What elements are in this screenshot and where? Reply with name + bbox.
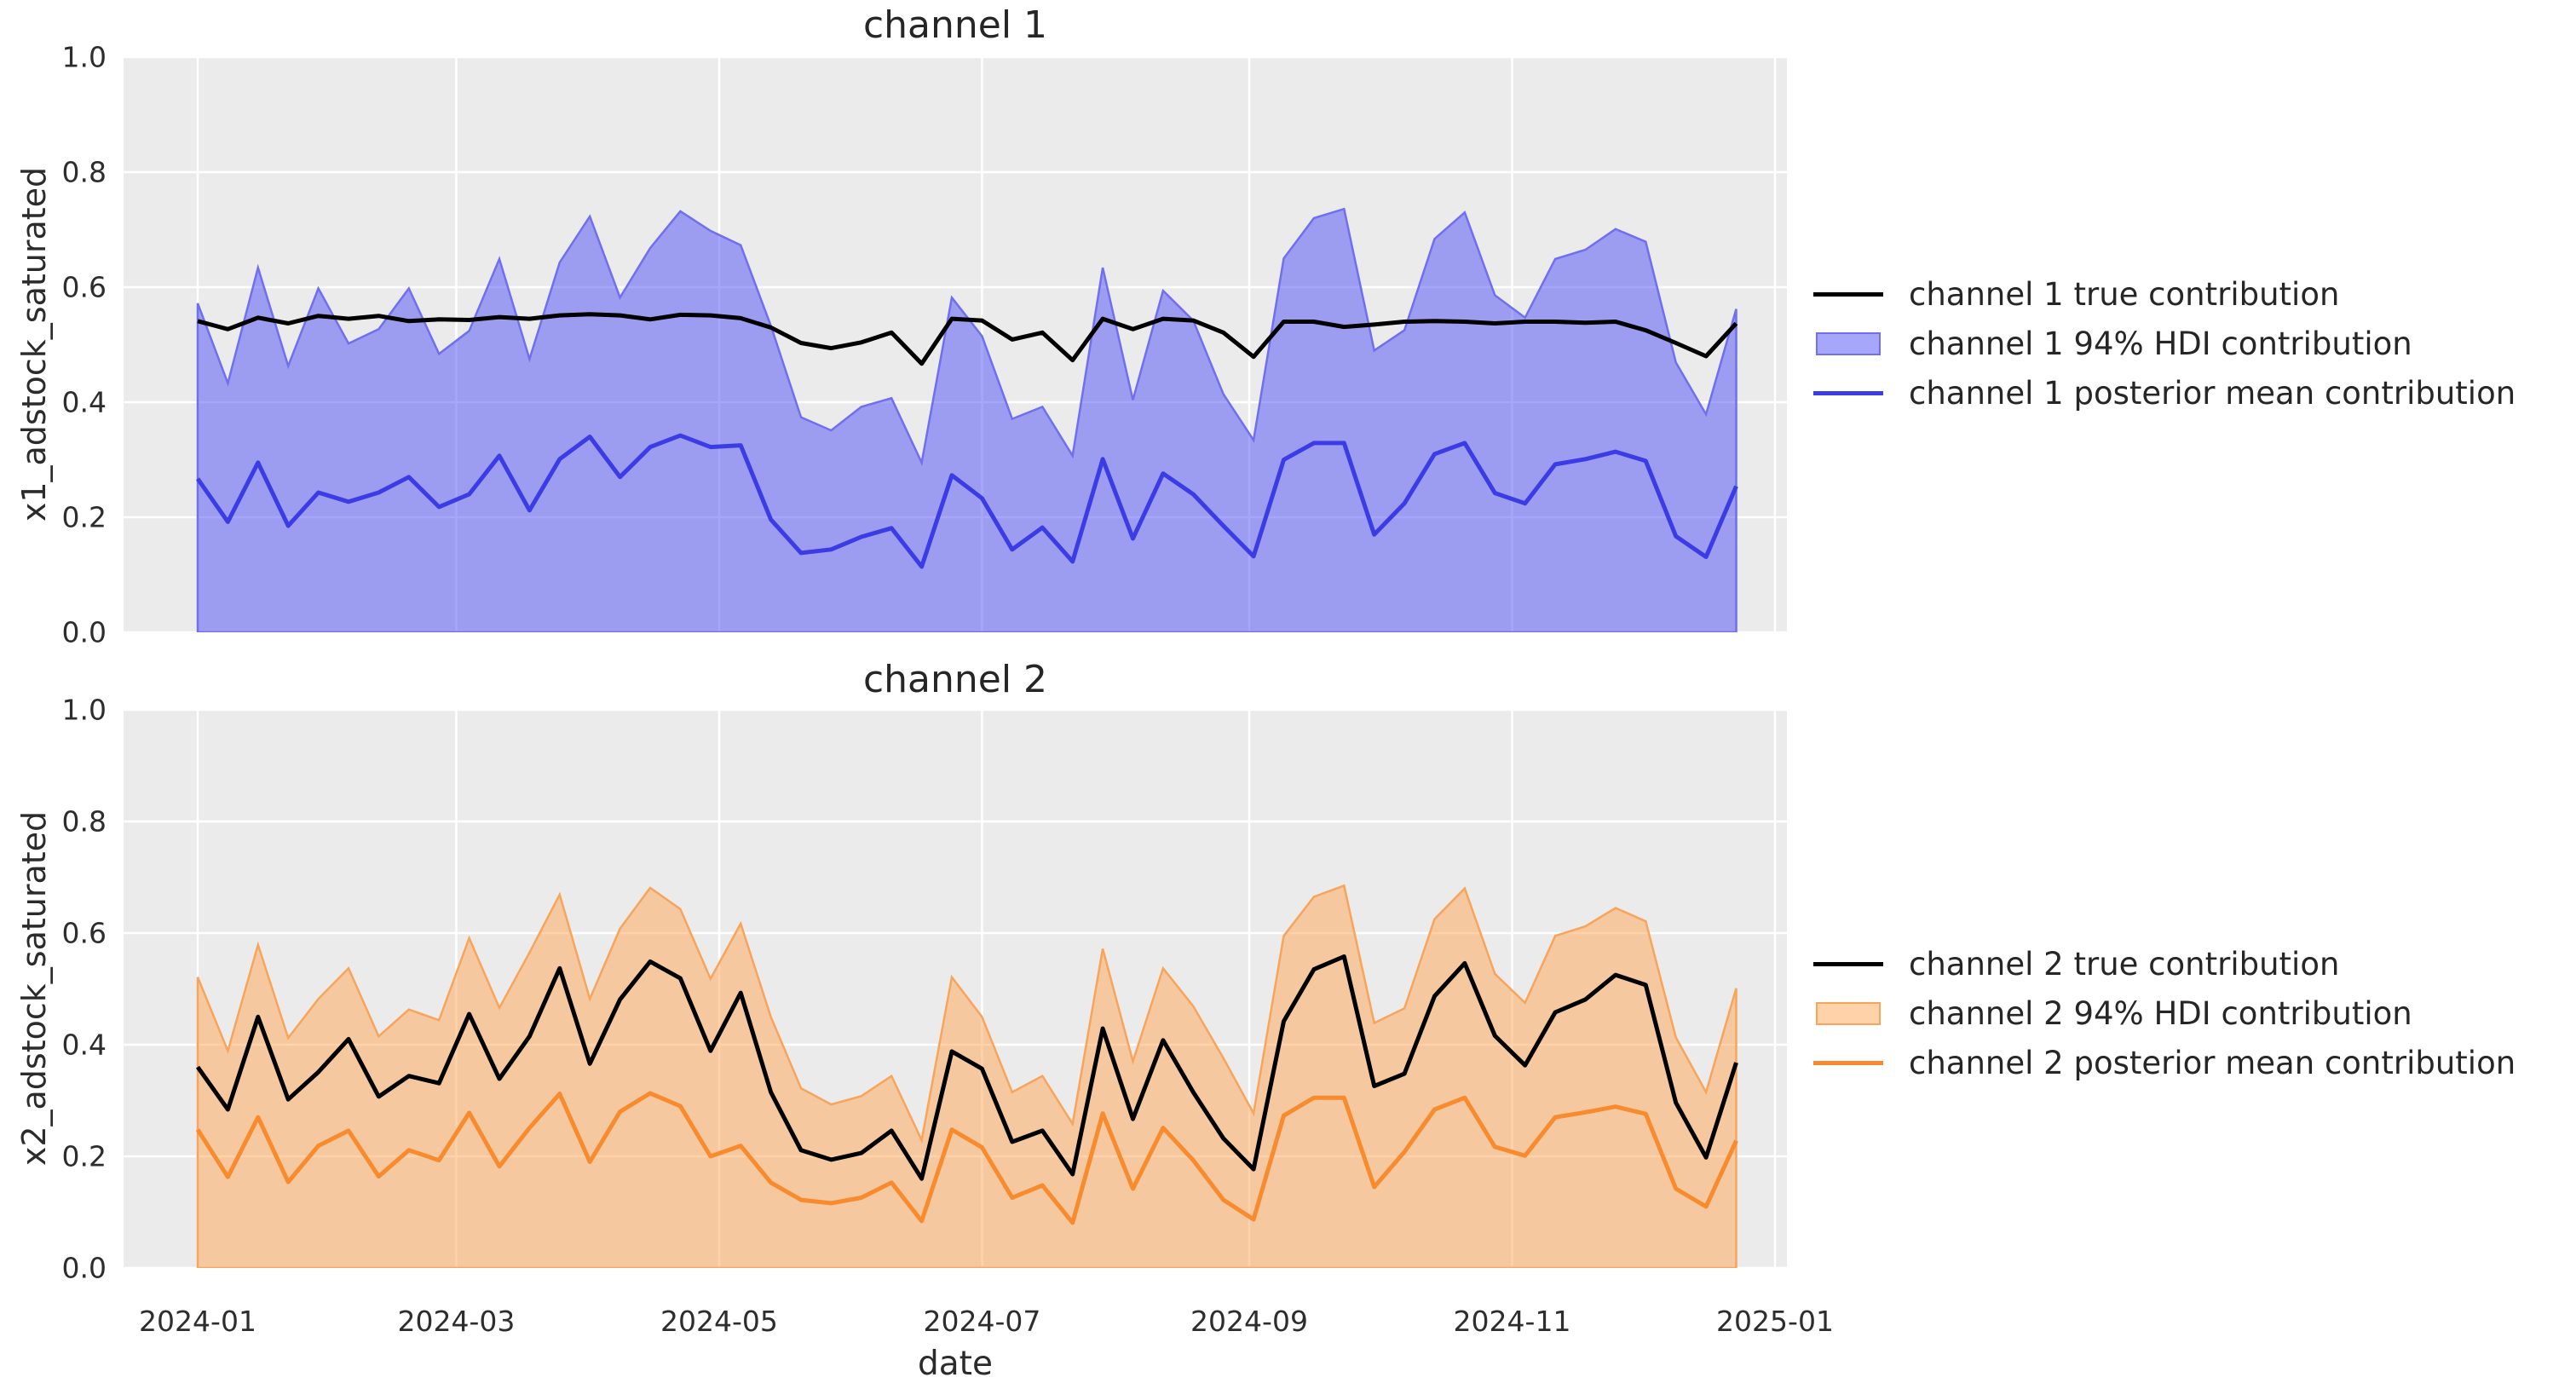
- legend-label: channel 2 94% HDI contribution: [1909, 994, 2412, 1032]
- legend-label: channel 1 true contribution: [1909, 275, 2340, 313]
- blue-line-sample-icon: [1813, 390, 1883, 395]
- legend-item-true: channel 1 true contribution: [1813, 269, 2515, 319]
- x-tick-label: 2024-05: [660, 1305, 778, 1338]
- y-tick-label: 0.2: [61, 1139, 107, 1173]
- legend-label: channel 1 posterior mean contribution: [1909, 374, 2516, 412]
- hdi-patch-sample-icon: [1813, 1001, 1883, 1025]
- y-tick-label: 1.0: [61, 693, 107, 727]
- legend-item-hdi: channel 1 94% HDI contribution: [1813, 319, 2515, 368]
- y-tick-label: 0.0: [61, 1251, 107, 1285]
- y-tick-label: 0.6: [61, 270, 107, 304]
- orange-line-sample-icon: [1813, 1060, 1883, 1065]
- x-tick-label: 2025-01: [1716, 1305, 1834, 1338]
- y-tick-label: 0.0: [61, 615, 107, 649]
- legend-label: channel 2 posterior mean contribution: [1909, 1044, 2516, 1081]
- legend-item-true: channel 2 true contribution: [1813, 939, 2515, 988]
- legend-item-posterior-mean: channel 2 posterior mean contribution: [1813, 1038, 2515, 1087]
- y-tick-label: 0.4: [61, 1028, 107, 1062]
- legend-label: channel 2 true contribution: [1909, 945, 2340, 983]
- chart2-title: channel 2: [862, 658, 1048, 701]
- chart2-plot-area: [124, 710, 1787, 1268]
- x-tick-label: 2024-07: [923, 1305, 1041, 1338]
- legend-item-hdi: channel 2 94% HDI contribution: [1813, 988, 2515, 1038]
- x-tick-label: 2024-01: [139, 1305, 256, 1338]
- chart2-y-tick-labels: 0.0 0.2 0.4 0.6 0.8 1.0: [0, 0, 107, 1383]
- y-tick-label: 0.8: [61, 804, 107, 838]
- y-tick-label: 0.2: [61, 500, 107, 534]
- chart1-legend: channel 1 true contribution channel 1 94…: [1813, 269, 2515, 418]
- y-tick-label: 0.6: [61, 916, 107, 950]
- black-line-sample-icon: [1813, 291, 1883, 297]
- x-tick-label: 2024-11: [1453, 1305, 1571, 1338]
- x-tick-label: 2024-03: [397, 1305, 516, 1338]
- chart1-plot-area: [124, 57, 1787, 632]
- legend-label: channel 1 94% HDI contribution: [1909, 325, 2412, 362]
- black-line-sample-icon: [1813, 961, 1883, 966]
- x-tick-label: 2024-09: [1190, 1305, 1308, 1338]
- legend-item-posterior-mean: channel 1 posterior mean contribution: [1813, 368, 2515, 418]
- y-tick-label: 1.0: [61, 40, 107, 74]
- chart2-legend: channel 2 true contribution channel 2 94…: [1813, 939, 2515, 1087]
- x-axis-label: date: [918, 1345, 993, 1383]
- y-tick-label: 0.8: [61, 155, 107, 189]
- hdi-patch-sample-icon: [1813, 331, 1883, 355]
- chart1-y-tick-labels: 0.0 0.2 0.4 0.6 0.8 1.0: [0, 0, 107, 1383]
- y-tick-label: 0.4: [61, 385, 107, 419]
- chart1-title: channel 1: [862, 3, 1048, 47]
